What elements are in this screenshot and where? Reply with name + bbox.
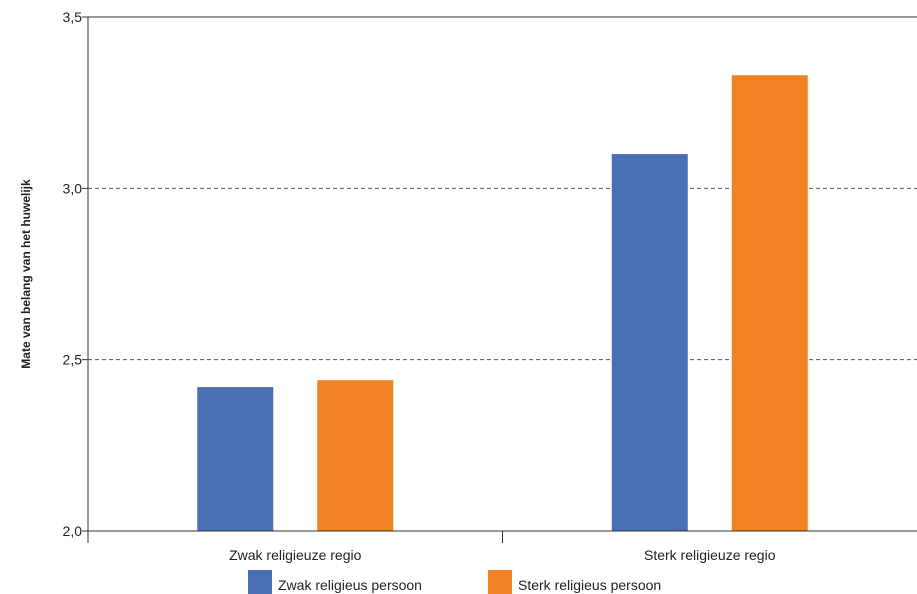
y-tick-label: 2,0 [63, 523, 83, 539]
y-axis-label: Mate van belang van het huwelijk [19, 179, 33, 369]
legend: Zwak religieus persoon Sterk religieus pe… [248, 570, 661, 594]
y-tick-label: 3,0 [63, 180, 83, 196]
gridlines [88, 16, 917, 361]
bar [731, 75, 808, 532]
y-tick-label: 3,5 [63, 9, 83, 25]
legend-label: Sterk religieus persoon [518, 577, 661, 593]
bar [197, 387, 274, 531]
legend-swatch [248, 570, 272, 594]
bar [611, 154, 688, 532]
x-category-label: Zwak religieuze regio [229, 547, 361, 563]
y-tick-label: 2,5 [63, 352, 83, 368]
y-axis-ticks: 2,0 2,5 3,0 3,5 [63, 9, 88, 539]
bar [317, 380, 394, 531]
legend-swatch [488, 570, 512, 594]
x-category-label: Sterk religieuze regio [644, 547, 776, 563]
bars [197, 75, 808, 532]
x-axis-ticks: Zwak religieuze regio Sterk religieuze re… [87, 531, 776, 563]
legend-label: Zwak religieus persoon [278, 577, 422, 593]
